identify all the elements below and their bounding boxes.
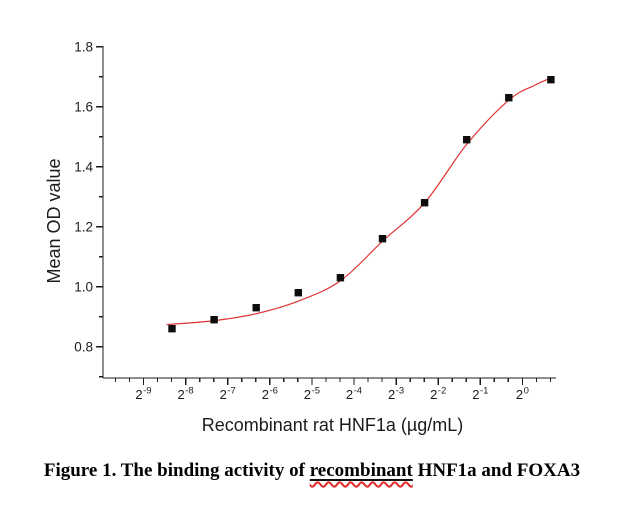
x-tick-label: 2-3	[388, 386, 404, 403]
x-tick-label: 2-1	[472, 386, 488, 403]
y-tick-label: 0.8	[74, 340, 93, 355]
data-point	[168, 325, 176, 333]
data-point	[505, 94, 513, 102]
y-tick-label: 1.8	[74, 40, 93, 55]
y-tick-label: 1.6	[74, 100, 93, 115]
data-point	[294, 289, 302, 297]
data-point	[547, 76, 555, 84]
x-tick-label: 2-9	[135, 386, 151, 403]
figure-caption: Figure 1. The binding activity of recomb…	[0, 460, 624, 482]
x-tick-label: 2-4	[346, 386, 362, 403]
caption-text-suffix: HNF1a and FOXA3	[412, 460, 581, 481]
data-point	[378, 235, 387, 243]
x-tick-label: 20	[516, 386, 529, 403]
y-axis-title: Mean OD value	[44, 158, 64, 283]
caption-text-prefix: Figure 1. The binding activity of	[43, 460, 310, 481]
data-point	[336, 274, 345, 282]
fit-curve	[166, 76, 553, 326]
caption-misspelled-word: recombinant	[309, 460, 413, 481]
data-points	[168, 76, 555, 333]
x-tick-label: 2-7	[220, 386, 236, 403]
x-tick-label: 2-2	[430, 386, 446, 403]
data-point	[463, 136, 471, 144]
y-tick-label: 1.4	[74, 160, 93, 175]
y-tick-label: 1.2	[74, 220, 93, 235]
binding-activity-chart: 0.8 1.0 1.2 1.4 1.6 1.8 2-9 2-8 2-7 2-6 2-5 2-4 2-3 2…	[44, 40, 556, 435]
x-tick-label: 2-8	[178, 386, 194, 403]
data-point	[420, 199, 429, 207]
y-tick-label: 1.0	[74, 280, 93, 295]
x-tick-label: 2-6	[262, 386, 278, 403]
axes	[96, 46, 556, 385]
data-point	[210, 316, 218, 324]
x-axis-title: Recombinant rat HNF1a (µg/mL)	[202, 415, 463, 435]
data-point	[252, 304, 260, 312]
x-tick-label: 2-5	[304, 386, 320, 403]
